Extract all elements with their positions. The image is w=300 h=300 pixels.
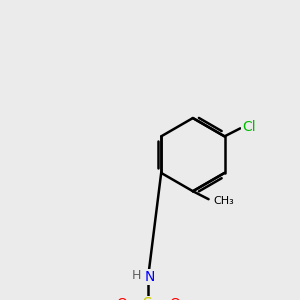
Text: Cl: Cl bbox=[243, 120, 256, 134]
Text: O: O bbox=[116, 298, 127, 300]
Text: CH₃: CH₃ bbox=[214, 196, 235, 206]
Text: O: O bbox=[169, 298, 180, 300]
Text: H: H bbox=[131, 268, 141, 281]
Text: S: S bbox=[143, 297, 153, 300]
Text: N: N bbox=[144, 270, 155, 284]
